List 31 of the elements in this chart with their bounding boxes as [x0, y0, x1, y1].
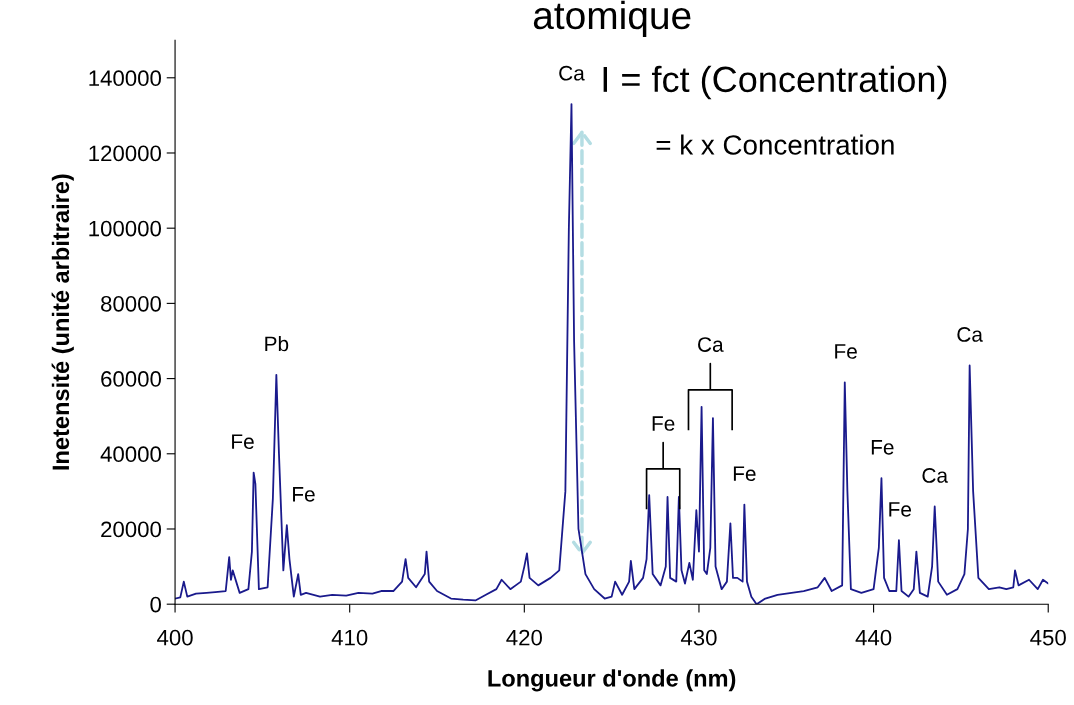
- x-tick-label: 440: [855, 629, 892, 646]
- chart-title: atomique: [533, 0, 691, 37]
- annotation: = k x Concentration: [656, 134, 894, 155]
- y-tick-label: 100000: [89, 220, 162, 237]
- y-axis-title: Inetensité (unité arbitraire): [51, 174, 74, 470]
- y-tick-label: 120000: [89, 145, 162, 162]
- y-tick-label: 20000: [101, 521, 161, 538]
- x-tick-label: 430: [680, 629, 717, 646]
- annotation: Fe: [293, 487, 315, 502]
- x-tick-label: 450: [1030, 629, 1066, 646]
- y-tick-label: 0: [150, 596, 161, 613]
- annotation: Fe: [835, 344, 857, 359]
- annotation: Ca: [559, 65, 585, 81]
- annotation: Fe: [871, 440, 894, 455]
- annotation: Fe: [652, 416, 675, 431]
- annotation: Ca: [922, 468, 949, 483]
- annotation: I = fct (Concentration): [603, 65, 947, 100]
- annotation: Fe: [232, 434, 254, 450]
- y-tick-label: 40000: [100, 446, 161, 463]
- x-axis-title: Longueur d'onde (nm): [488, 669, 736, 692]
- annotation: Fe: [889, 502, 912, 517]
- annotation: Pb: [265, 335, 289, 352]
- x-tick-label: 400: [157, 629, 193, 646]
- annotation: Ca: [957, 327, 983, 342]
- x-tick-label: 420: [506, 629, 542, 646]
- y-tick-label: 140000: [89, 70, 162, 87]
- x-tick-label: 410: [331, 629, 368, 646]
- y-tick-label: 80000: [101, 295, 161, 312]
- y-tick-label: 60000: [101, 371, 161, 387]
- annotation: Ca: [698, 337, 724, 352]
- annotation: Fe: [733, 466, 756, 481]
